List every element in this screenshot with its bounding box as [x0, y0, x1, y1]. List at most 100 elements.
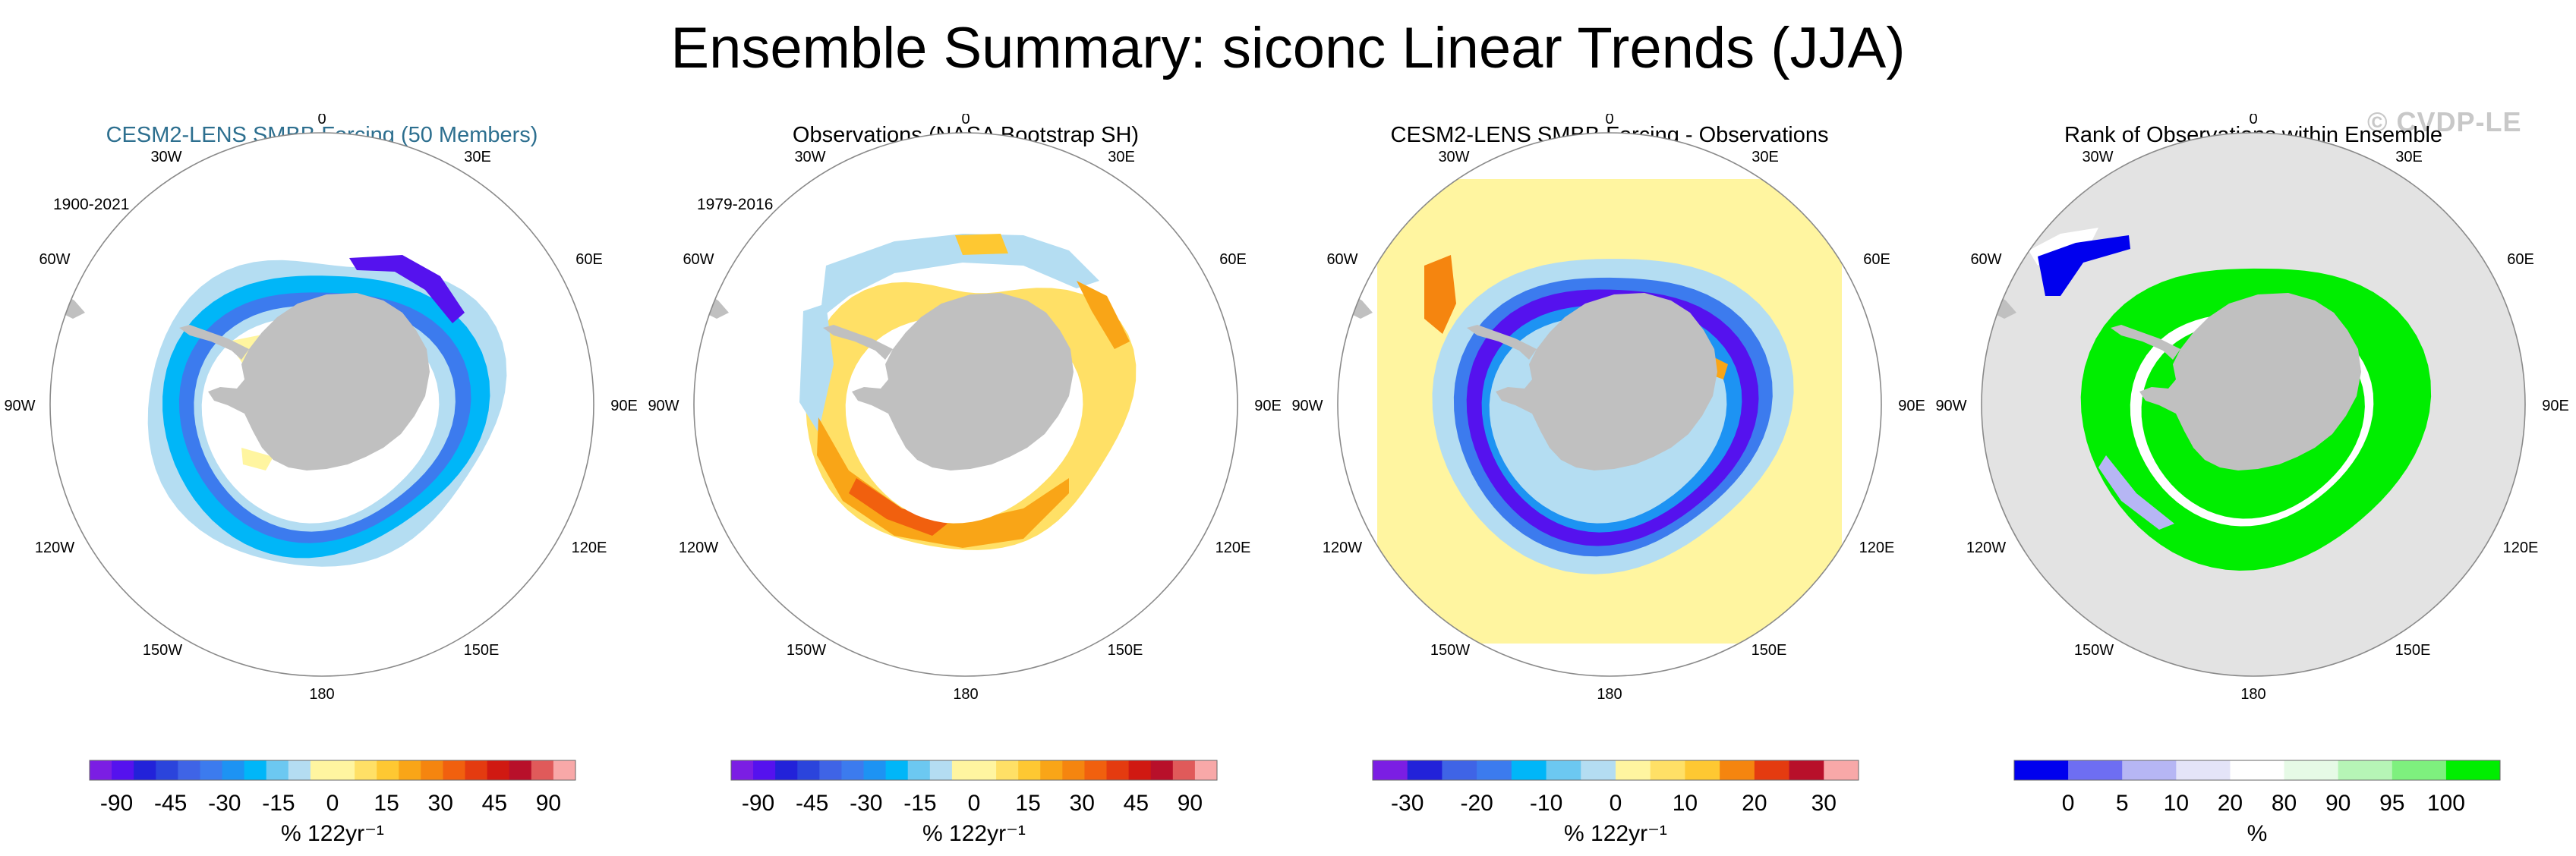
longitude-label: 90E [1898, 398, 1925, 414]
longitude-label: 0 [1605, 114, 1613, 127]
colorbar-tick-label: 90 [536, 791, 561, 816]
colorbar-swatch [531, 760, 554, 780]
colorbar-swatch [929, 760, 953, 780]
colorbar-swatch [2392, 760, 2447, 780]
colorbar-swatch [863, 760, 887, 780]
colorbar-tick-label: 5 [2116, 791, 2129, 816]
colorbar-frame [1372, 760, 1859, 781]
colorbar-tick-label: 20 [1742, 791, 1767, 816]
antarctic-peninsula [823, 325, 893, 360]
longitude-label: 150W [1430, 642, 1470, 659]
field-layer [1982, 228, 2432, 571]
colorbar-swatch [90, 760, 112, 780]
trend-region [817, 417, 1069, 548]
colorbar-swatch [1754, 760, 1790, 780]
map-border [1337, 132, 1882, 677]
colorbar-swatch [333, 760, 355, 780]
colorbar-swatch [996, 760, 1019, 780]
colorbar-swatch [2014, 760, 2069, 780]
colorbar-frame [89, 760, 576, 781]
map-border [1981, 132, 2526, 677]
colorbar-swatch [1720, 760, 1755, 780]
longitude-label: 60W [683, 251, 714, 268]
longitude-label: 30E [1108, 149, 1135, 165]
longitude-label: 180 [309, 686, 334, 703]
map-border [693, 132, 1238, 677]
trend-region [1424, 255, 1456, 334]
longitude-label: 150W [787, 642, 826, 659]
colorbar-swatch [974, 760, 997, 780]
colorbar-swatch [244, 760, 267, 780]
colorbar-swatch [1511, 760, 1547, 780]
colorbar-swatch [2122, 760, 2177, 780]
polar-map: 0 180 90W 90E 30W 30E 60W 60E 120W 120E 150W 150E [1935, 114, 2568, 703]
colorbar-swatch [1650, 760, 1685, 780]
longitude-label: 180 [2240, 686, 2265, 703]
colorbar-swatch [266, 760, 289, 780]
antarctica-land [1496, 293, 1717, 470]
colorbar-tick-label: 95 [2379, 791, 2404, 816]
colorbar-tick-label: 45 [482, 791, 507, 816]
map-border [49, 132, 594, 677]
longitude-label: 30E [464, 149, 491, 165]
colorbar-swatch [222, 760, 245, 780]
trend-region [955, 234, 1008, 255]
colorbar-swatch [134, 760, 156, 780]
longitude-label: 0 [961, 114, 970, 127]
colorbar-swatch [443, 760, 466, 780]
antarctica-land [208, 293, 430, 470]
field-layer [1338, 179, 1842, 644]
longitude-label: 120E [572, 540, 607, 556]
colorbar-tick-label: 10 [1673, 791, 1698, 816]
colorbar-swatch [156, 760, 178, 780]
longitude-label: 60E [2507, 251, 2534, 268]
polar-map: 0 180 90W 90E 30W 30E 60W 60E 120W 120E 150W 150E [4, 114, 637, 703]
colorbar-swatch [553, 760, 576, 780]
colorbar-swatch [1442, 760, 1477, 780]
longitude-label: 150E [464, 642, 500, 659]
colorbar-tick-label: -10 [1530, 791, 1562, 816]
colorbar-swatch [2068, 760, 2123, 780]
colorbar-swatch [178, 760, 200, 780]
panel-observations: Observations (NASA Bootstrap SH) 1979-20… [644, 114, 1288, 856]
colorbar-units: % [2247, 821, 2268, 846]
colorbar-swatch [1106, 760, 1130, 780]
longitude-label: 120E [1215, 540, 1251, 556]
longitude-label: 120E [2503, 540, 2539, 556]
colorbar-swatch [907, 760, 931, 780]
colorbar-tick-label: -45 [796, 791, 828, 816]
longitude-label: 30W [2082, 149, 2113, 165]
colorbar-swatch [487, 760, 510, 780]
longitude-label: 150E [1108, 642, 1143, 659]
longitude-label: 150W [143, 642, 182, 659]
antarctic-peninsula [1467, 325, 1537, 360]
longitude-label: 180 [953, 686, 978, 703]
longitude-label: 30W [150, 149, 181, 165]
colorbar-tick-label: 80 [2272, 791, 2297, 816]
colorbar-swatch [1581, 760, 1616, 780]
longitude-label: 90E [1254, 398, 1282, 414]
colorbar-swatch [288, 760, 311, 780]
longitude-label: 120W [679, 540, 718, 556]
colorbar-tick-label: 15 [374, 791, 399, 816]
rank-region [2038, 235, 2130, 296]
antarctica-land [852, 293, 1074, 470]
south-america-land [694, 282, 729, 319]
panel-model: CESM2-LENS SMBB Forcing (50 Members) 190… [0, 114, 644, 856]
colorbar-units: % 122yr⁻¹ [922, 821, 1026, 846]
south-america-land [1338, 282, 1373, 319]
colorbar-tick-label: -45 [154, 791, 187, 816]
polar-map: 0 180 90W 90E 30W 30E 60W 60E 120W 120E 150W 150E [1291, 114, 1925, 703]
colorbar-observations: -90 -45 -30 -15 0 15 30 45 90 % 122yr⁻¹ [730, 760, 1218, 846]
colorbar-tick-label: -30 [208, 791, 241, 816]
colorbar-swatch [377, 760, 399, 780]
colorbar-swatch [1150, 760, 1174, 780]
colorbar-swatch [1824, 760, 1859, 780]
colorbar-tick-label: -90 [100, 791, 133, 816]
longitude-label: 30W [1438, 149, 1469, 165]
trend-region [849, 478, 947, 536]
longitude-label: 120W [1323, 540, 1362, 556]
longitude-label: 150E [2395, 642, 2431, 659]
colorbar-swatch [421, 760, 443, 780]
colorbar-tick-label: 0 [1610, 791, 1622, 816]
